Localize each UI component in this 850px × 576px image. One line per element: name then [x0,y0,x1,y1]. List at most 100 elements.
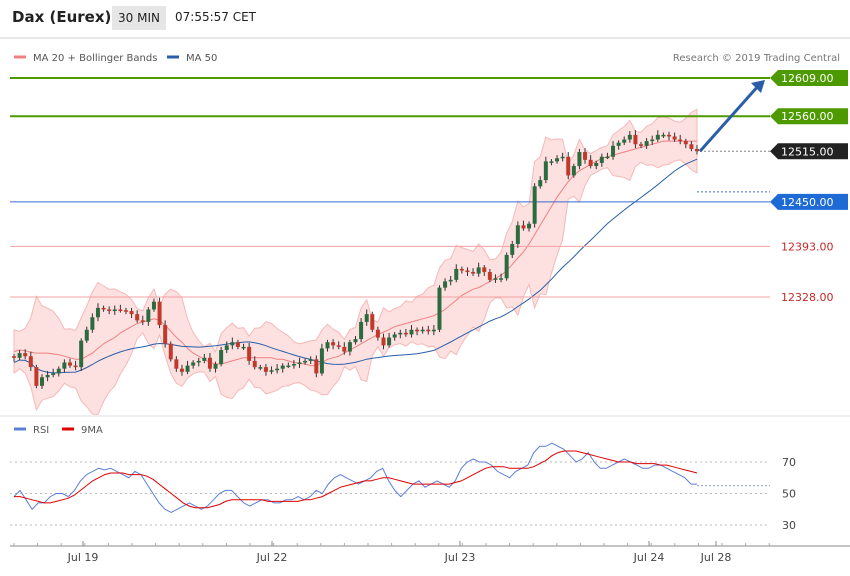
instrument-title: Dax (Eurex) [12,8,112,26]
candle-body [387,337,392,346]
x-tick-label: Jul 19 [67,551,99,564]
forecast-arrow-head [751,80,765,93]
candle-body [347,342,352,352]
chart-header: Dax (Eurex) 30 MIN 07:55:57 CET [0,0,850,38]
candle-body [504,254,509,279]
candle-body [90,317,95,330]
candle-body [420,329,425,332]
price-label-12393: 12393.00 [781,240,834,253]
candle-body [319,348,324,374]
price-label-12515: 12515.00 [781,145,834,158]
candle-body [118,309,123,311]
candle-body [185,365,190,372]
price-tag-12609 [770,70,848,86]
candle-body [549,161,554,163]
candle-body [667,134,672,137]
candle-body [695,148,699,152]
x-tick-label: Jul 28 [700,551,732,564]
price-label-12450: 12450.00 [781,196,834,209]
candle-body [247,346,252,361]
candle-body [56,368,61,374]
candle-body [129,311,134,315]
candle-body [364,314,369,322]
candle-body [207,357,212,369]
candle-body [163,325,168,344]
candle-body [594,162,599,167]
candle-body [583,152,588,160]
candle-body [275,368,280,371]
candle-body [521,225,526,229]
rsi-tick-label: 50 [782,488,796,501]
candle-body [219,349,224,365]
candle-body [51,373,56,375]
price-label-12328: 12328.00 [781,291,834,304]
candle-body [605,156,610,159]
candle-body [443,281,448,288]
candle-body [370,314,375,330]
candle-body [303,360,308,363]
candle-body [454,268,459,280]
candle-body [538,180,543,187]
candle-body [359,321,364,340]
candle-body [179,368,184,372]
candle-body [482,267,487,273]
candle-body [107,309,112,312]
candle-body [67,362,72,366]
candle-body [655,134,660,140]
candle-body [381,337,386,346]
ma50-legend-label: MA 50 [186,53,217,64]
candle-body [23,353,28,357]
candle-body [168,343,173,360]
candle-body [465,270,470,273]
price-label-12560: 12560.00 [781,110,834,123]
candle-body [689,144,694,149]
candle-body [599,156,604,163]
ma20-line [13,140,697,367]
candle-body [493,278,498,280]
candle-body [431,329,436,332]
forecast-arrow-shaft [698,84,761,153]
price-label-12609: 12609.00 [781,72,834,85]
rsi-tick-label: 70 [782,456,796,469]
candle-body [331,342,336,346]
candle-body [566,156,571,176]
candle-body [616,142,621,146]
ma50-line [13,158,698,374]
credit-text: Research © 2019 Trading Central [673,53,840,64]
candle-body [375,329,380,338]
rsi-legend-label: RSI [33,425,49,436]
candle-body [650,139,655,142]
candle-body [269,370,274,372]
rsi-line [13,442,697,513]
candle-body [560,156,565,159]
candle-body [12,356,16,358]
candle-body [459,268,464,271]
candle-body [499,278,504,280]
candle-body [263,367,268,372]
candle-body [392,334,397,338]
candle-body [151,301,156,310]
candle-body [683,141,688,145]
candle-body [28,356,33,368]
candle-body [95,307,100,318]
price-tag-12515 [770,143,848,160]
candle-body [398,332,403,335]
candle-body [471,272,476,274]
price-panel: 12609.00 12560.00 12515.00 12450.00 12393.00… [10,70,848,416]
candle-body [79,340,84,368]
candle-body [510,244,515,255]
candle-body [532,186,537,224]
candle-body [84,329,89,341]
candle-body [487,272,492,280]
interval-button[interactable]: 30 MIN [112,6,166,30]
candle-body [34,367,39,386]
candle-body [241,346,246,349]
candle-body [515,225,520,245]
candle-body [571,166,576,176]
candle-body [140,320,145,322]
candle-body [157,301,162,326]
candle-body [644,141,649,146]
rsi-ma-legend-label: 9MA [81,425,103,436]
candle-body [230,342,235,346]
